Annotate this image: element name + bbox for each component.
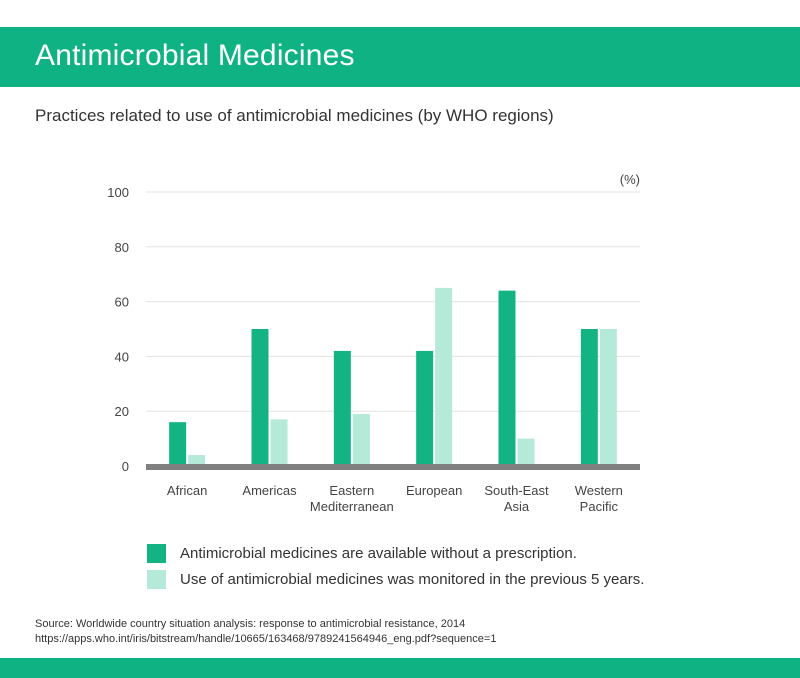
legend-item-series-2: Use of antimicrobial medicines was monit…	[147, 566, 644, 592]
y-tick-label: 40	[115, 349, 129, 364]
bar-chart: 0 20 40 60 80 100 (%) African Americas Eastern Med…	[107, 172, 640, 514]
x-category-label: European	[406, 483, 462, 498]
bar-series-2	[599, 329, 617, 466]
x-category-label: African	[167, 483, 207, 498]
y-unit-label: (%)	[620, 172, 640, 187]
source-url: https://apps.who.int/iris/bitstream/hand…	[35, 633, 497, 645]
x-category-label-line: Eastern	[329, 483, 374, 498]
bar-series-1	[580, 329, 598, 466]
legend-label-series-1: Antimicrobial medicines are available wi…	[180, 544, 577, 562]
bar-series-2	[270, 419, 288, 466]
bar-series-1	[498, 290, 516, 466]
bar-series-1	[333, 350, 351, 466]
x-category-label-line: Asia	[504, 499, 530, 514]
x-category-label-line: South-East	[484, 483, 549, 498]
chart-subtitle: Practices related to use of antimicrobia…	[35, 106, 554, 125]
bar-series-2	[435, 287, 453, 466]
source-note: Source: Worldwide country situation anal…	[35, 617, 496, 647]
y-tick-label: 0	[122, 459, 129, 474]
bar-series-1	[416, 350, 434, 466]
x-axis-baseline	[146, 464, 640, 470]
x-category-label: Americas	[242, 483, 297, 498]
legend-swatch-series-1	[147, 543, 166, 563]
x-category-label-line: Western	[575, 483, 623, 498]
y-tick-label: 60	[115, 295, 129, 310]
x-category-label: South-East Asia	[484, 483, 549, 514]
x-category-label: Western Pacific	[575, 483, 623, 514]
y-tick-label: 100	[107, 185, 129, 200]
x-category-label-line: African	[167, 483, 207, 498]
header-bar: Antimicrobial Medicines	[0, 27, 800, 87]
bar-series-2	[188, 455, 206, 466]
bar-series-1	[251, 329, 269, 466]
bar-series-2	[352, 413, 370, 466]
page-title: Antimicrobial Medicines	[35, 39, 355, 72]
footer-bar	[0, 658, 800, 678]
legend-item-series-1: Antimicrobial medicines are available wi…	[147, 540, 644, 566]
source-citation: Source: Worldwide country situation anal…	[35, 618, 466, 630]
x-category-label-line: European	[406, 483, 462, 498]
legend: Antimicrobial medicines are available wi…	[147, 540, 644, 592]
bar-series-1	[169, 422, 187, 466]
x-category-label-line: Americas	[242, 483, 297, 498]
legend-swatch-series-2	[147, 569, 166, 589]
legend-label-series-2: Use of antimicrobial medicines was monit…	[180, 570, 645, 588]
x-category-label-line: Mediterranean	[310, 499, 394, 514]
y-tick-label: 80	[115, 240, 129, 255]
x-category-label-line: Pacific	[580, 499, 619, 514]
bar-series-2	[517, 438, 535, 466]
x-category-label: Eastern Mediterranean	[310, 483, 394, 514]
y-tick-label: 20	[115, 404, 129, 419]
